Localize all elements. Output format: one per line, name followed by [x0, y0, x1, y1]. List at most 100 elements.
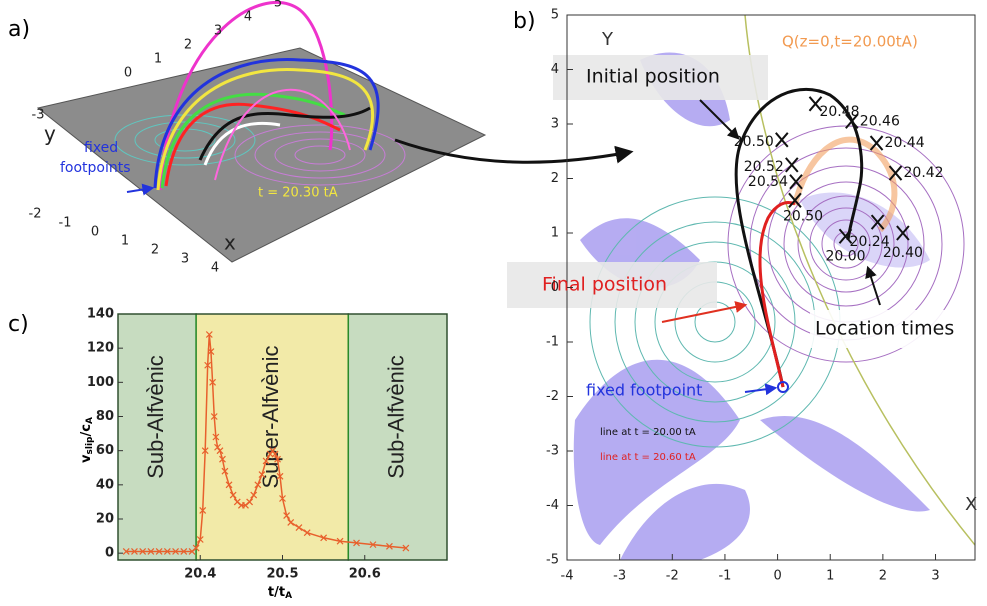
annotation: Initial position: [586, 66, 720, 88]
line-final: [758, 201, 796, 388]
x-axis-label: t/tA: [268, 585, 292, 601]
y-label-part: slip: [85, 436, 95, 455]
point: [870, 214, 885, 230]
marker: [287, 518, 295, 526]
x-tick-label: -3: [613, 569, 626, 584]
marker: [196, 536, 204, 543]
x-tick-label: 3: [931, 569, 939, 584]
point: [845, 113, 859, 129]
point: [775, 132, 789, 148]
marker: [336, 537, 344, 545]
point-label: 20.48: [819, 104, 859, 120]
marker: [295, 524, 303, 531]
point-label: 20.50: [734, 134, 774, 150]
point: [785, 157, 799, 173]
annotation: Final position: [542, 274, 667, 296]
marker: [221, 467, 229, 475]
marker: [262, 457, 270, 465]
point: [869, 135, 884, 151]
marker: [122, 548, 130, 555]
marker: [192, 544, 200, 552]
y-tick-label: -5: [546, 553, 559, 568]
marker: [205, 331, 213, 338]
y-axis-label: vslip/cA: [79, 417, 95, 463]
marker: [386, 542, 393, 550]
x-tick-label: 0: [773, 569, 781, 584]
marker: [212, 433, 220, 441]
point-label: 20.00: [825, 248, 865, 264]
marker: [353, 539, 360, 547]
plane: [36, 47, 487, 263]
marker: [258, 471, 266, 479]
annotation: fixed: [84, 140, 118, 156]
footpoint: [777, 381, 789, 393]
arrow: [699, 99, 740, 140]
annotation-box: [553, 55, 768, 100]
point: [896, 225, 910, 241]
point: [788, 192, 802, 208]
marker: [279, 495, 286, 502]
marker: [147, 548, 155, 555]
point: [789, 174, 803, 190]
marker: [204, 361, 212, 369]
marker: [163, 548, 171, 555]
x-tick-label: 20.4: [184, 567, 216, 582]
x-tick-label: -2: [666, 569, 679, 584]
y-tick-label: 4: [551, 62, 559, 77]
x-tick-label: 2: [879, 569, 887, 584]
axis-label: x: [224, 231, 236, 255]
arrow: [394, 138, 634, 164]
marker: [274, 455, 281, 463]
marker: [266, 450, 274, 458]
tick-label: 0: [124, 66, 132, 81]
tick-label: 2: [151, 243, 159, 258]
marker: [250, 491, 258, 499]
marker: [180, 548, 188, 555]
x-tick-label: 1: [826, 569, 834, 584]
y-tick-label: 60: [96, 443, 114, 458]
x-label-part: t/t: [268, 585, 285, 600]
marker: [199, 507, 207, 514]
y-tick-label: 100: [87, 375, 114, 390]
marker: [210, 413, 218, 420]
marker: [207, 348, 215, 356]
point-label: 20.54: [748, 174, 788, 190]
marker: [246, 498, 254, 506]
region: [195, 313, 350, 561]
y-tick-label: 120: [87, 341, 114, 356]
field-lines: [153, 1, 380, 191]
axis-label: Y: [601, 29, 614, 50]
annotation: fixed footpoint: [586, 381, 702, 400]
marker: [402, 544, 410, 552]
y-tick-label: 140: [87, 307, 114, 322]
x-tick-label: 20.5: [266, 567, 298, 582]
y-tick-label: 20: [96, 512, 114, 527]
tick-label: 4: [211, 261, 219, 276]
marker: [225, 481, 233, 489]
tick-label: -1: [59, 216, 72, 231]
tick-label: 1: [154, 52, 162, 67]
x-tick-label: -4: [561, 569, 574, 584]
marker: [271, 450, 279, 458]
y-tick-label: 0: [551, 280, 559, 295]
annotation-box: [810, 310, 978, 348]
y-tick-label: -2: [546, 389, 559, 404]
marker: [209, 378, 217, 386]
point-label: 20.24: [850, 234, 890, 250]
tick-label: -3: [32, 108, 45, 123]
tick-label: 1: [121, 234, 129, 249]
point-label: 20.52: [744, 159, 784, 175]
tick-label: 3: [181, 252, 189, 267]
tick-label: 4: [244, 10, 252, 25]
marker: [172, 548, 179, 555]
point: [838, 228, 853, 244]
tick-label: -2: [29, 207, 42, 222]
point: [888, 165, 903, 181]
point-label: 20.46: [860, 113, 900, 129]
axis-label: X: [965, 494, 977, 515]
marker: [229, 491, 237, 499]
marker: [139, 548, 147, 555]
region-label: Sub-Alfvènic: [143, 355, 168, 479]
y-tick-label: 3: [551, 117, 559, 132]
